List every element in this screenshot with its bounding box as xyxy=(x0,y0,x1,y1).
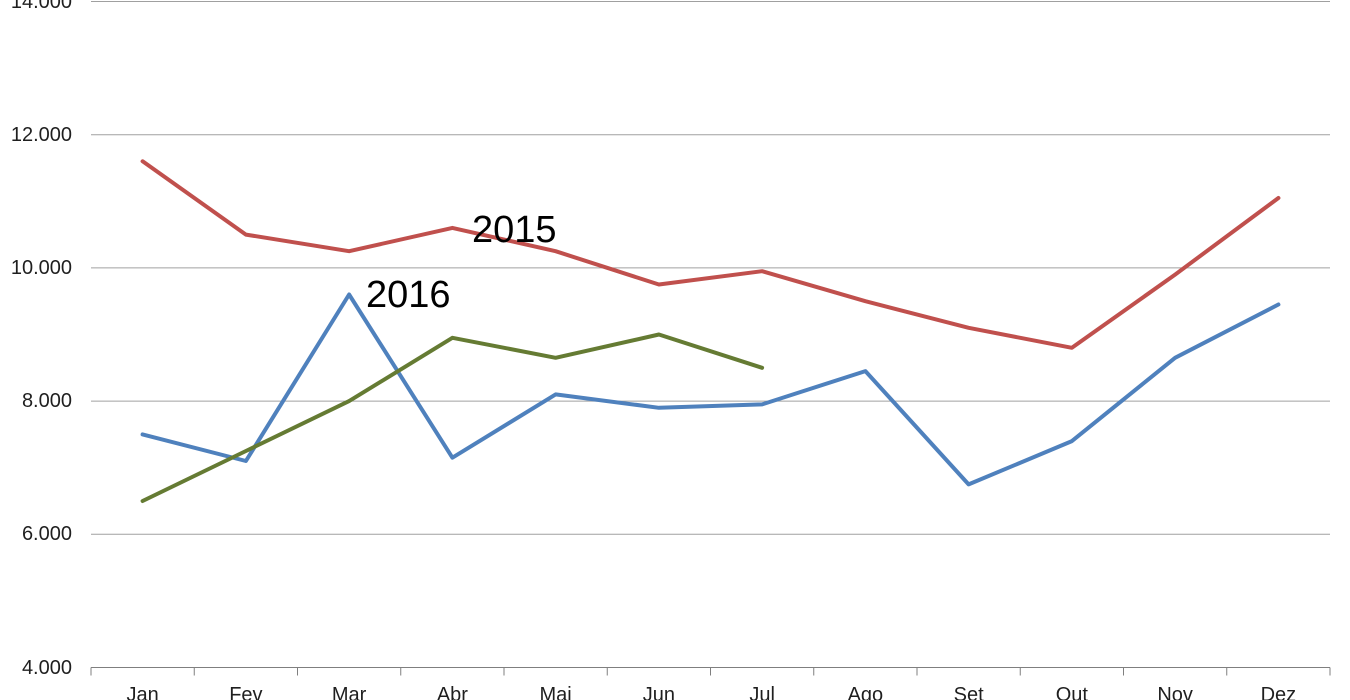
x-axis-label: Mai xyxy=(539,684,572,700)
x-axis-label: Nov xyxy=(1157,684,1193,700)
x-axis-label: Ago xyxy=(847,684,884,700)
x-axis-label: Mar xyxy=(331,684,367,700)
series-line-unlabeled-2 xyxy=(140,332,765,503)
x-axis-label: Dez xyxy=(1260,684,1297,700)
series-label-2015: 2015 xyxy=(472,209,557,251)
x-axis-label: Jun xyxy=(642,684,675,700)
x-axis-label: Fev xyxy=(229,684,263,700)
y-axis-label: 4.000 xyxy=(21,656,72,679)
x-axis-label: Jan xyxy=(126,684,159,700)
y-axis-label: 12.000 xyxy=(10,123,72,146)
y-axis-label: 6.000 xyxy=(21,523,72,546)
x-axis-label: Jul xyxy=(749,684,775,700)
series-line-2016 xyxy=(140,292,1281,487)
series-label-2016: 2016 xyxy=(366,274,451,316)
y-axis-label: 8.000 xyxy=(21,390,72,413)
series-line-2015 xyxy=(140,159,1281,350)
x-axis-label: Set xyxy=(953,684,984,700)
y-axis-label: 10.000 xyxy=(10,256,72,279)
x-axis-label: Abr xyxy=(436,684,468,700)
x-axis-label: Out xyxy=(1055,684,1088,700)
y-axis-label: 14.000 xyxy=(10,0,72,13)
